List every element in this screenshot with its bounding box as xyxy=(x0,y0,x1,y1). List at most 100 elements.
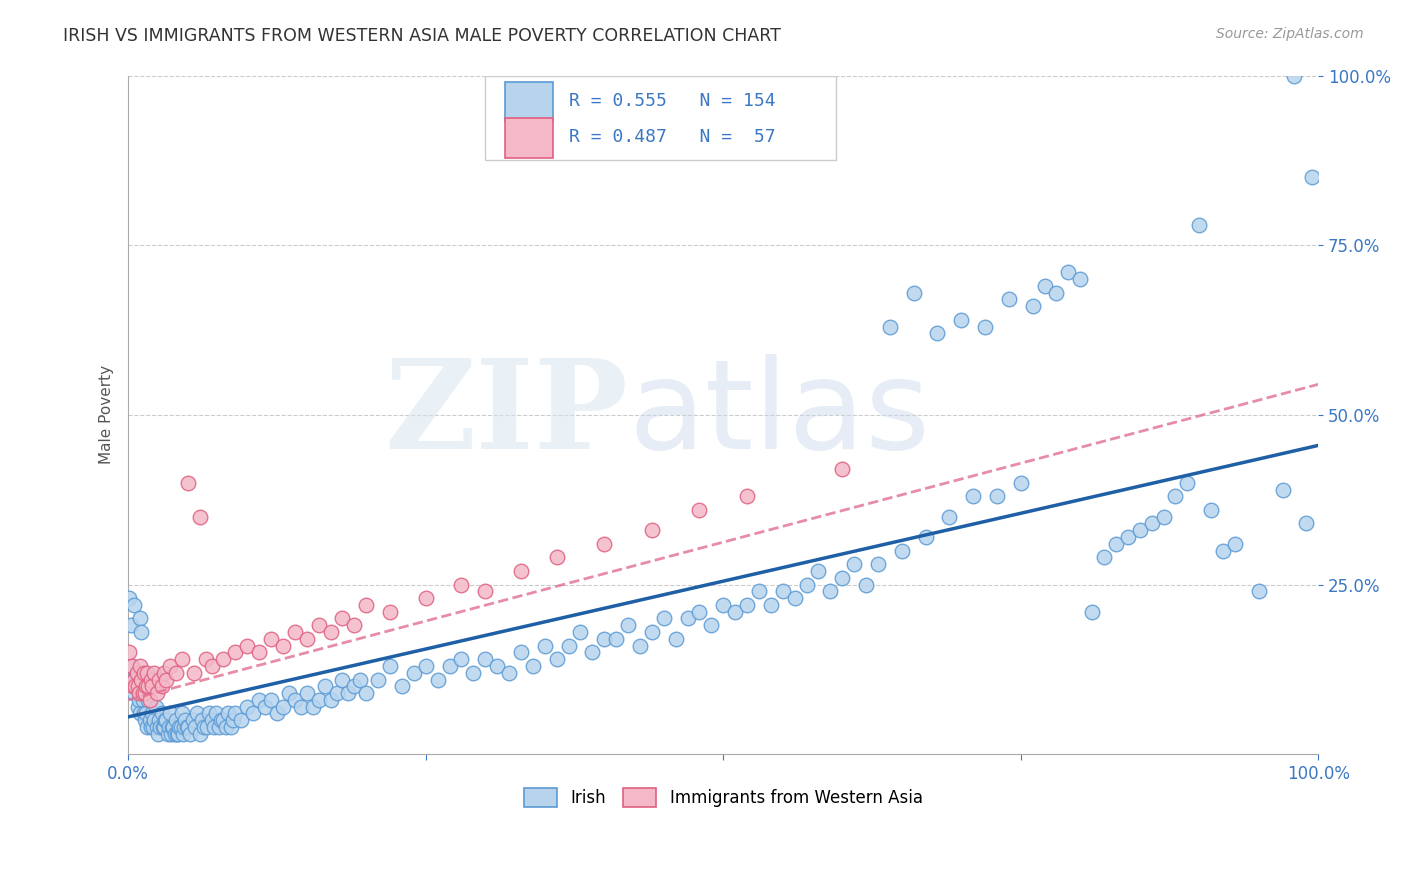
Point xyxy=(146,686,169,700)
Point xyxy=(174,713,197,727)
Point xyxy=(159,659,181,673)
Point xyxy=(165,665,187,680)
Point xyxy=(118,645,141,659)
Point xyxy=(181,713,204,727)
Point xyxy=(208,720,231,734)
Point xyxy=(569,625,592,640)
Point xyxy=(378,659,401,673)
Text: IRISH VS IMMIGRANTS FROM WESTERN ASIA MALE POVERTY CORRELATION CHART: IRISH VS IMMIGRANTS FROM WESTERN ASIA MA… xyxy=(63,27,782,45)
Point xyxy=(415,659,437,673)
Point xyxy=(1116,530,1139,544)
Text: atlas: atlas xyxy=(628,354,931,475)
Point xyxy=(124,679,146,693)
Point xyxy=(271,639,294,653)
Point xyxy=(172,727,194,741)
Point xyxy=(150,706,173,721)
Point xyxy=(343,618,366,632)
Point xyxy=(652,611,675,625)
Point xyxy=(260,632,283,646)
Point xyxy=(128,686,150,700)
Point xyxy=(343,679,366,693)
Point xyxy=(141,679,163,693)
Point xyxy=(378,605,401,619)
Point xyxy=(332,673,354,687)
Point xyxy=(167,727,190,741)
Point xyxy=(301,699,323,714)
Point xyxy=(129,611,152,625)
Point xyxy=(195,720,218,734)
Point xyxy=(319,693,342,707)
Point xyxy=(247,645,270,659)
Point xyxy=(1223,537,1246,551)
Point xyxy=(277,686,299,700)
Point xyxy=(807,564,830,578)
Point xyxy=(1177,475,1199,490)
Y-axis label: Male Poverty: Male Poverty xyxy=(100,366,114,465)
Point xyxy=(149,720,172,734)
Point xyxy=(145,699,167,714)
Point xyxy=(295,632,318,646)
Point xyxy=(1247,584,1270,599)
Point xyxy=(212,652,235,666)
Point xyxy=(198,706,221,721)
Point xyxy=(772,584,794,599)
Point xyxy=(1045,285,1067,300)
Point xyxy=(593,537,616,551)
Point xyxy=(1010,475,1032,490)
Point xyxy=(1164,489,1187,503)
Point xyxy=(122,686,145,700)
Point xyxy=(242,706,264,721)
Point xyxy=(486,659,509,673)
Point xyxy=(163,727,186,741)
Point xyxy=(349,673,371,687)
Point xyxy=(224,645,246,659)
Point xyxy=(1129,523,1152,537)
Point xyxy=(125,665,148,680)
Point xyxy=(162,720,184,734)
Point xyxy=(337,686,360,700)
FancyBboxPatch shape xyxy=(506,82,553,121)
Point xyxy=(153,713,176,727)
Point xyxy=(546,550,568,565)
Point xyxy=(1295,516,1317,531)
Point xyxy=(450,652,472,666)
Point xyxy=(474,584,496,599)
Point xyxy=(129,659,152,673)
Point xyxy=(247,693,270,707)
Point xyxy=(122,598,145,612)
Point xyxy=(711,598,734,612)
Point xyxy=(260,693,283,707)
Point xyxy=(153,720,176,734)
Point xyxy=(193,720,215,734)
Point xyxy=(132,665,155,680)
Point xyxy=(1092,550,1115,565)
Point xyxy=(533,639,555,653)
Point xyxy=(138,679,160,693)
Point xyxy=(131,673,153,687)
Point xyxy=(820,584,842,599)
Point xyxy=(474,652,496,666)
Point xyxy=(231,713,253,727)
Point xyxy=(162,720,184,734)
Point xyxy=(1199,503,1222,517)
Point xyxy=(188,727,211,741)
Point xyxy=(153,665,176,680)
Point xyxy=(121,659,143,673)
Point xyxy=(177,720,200,734)
Point xyxy=(183,665,205,680)
Point xyxy=(676,611,699,625)
Point xyxy=(1033,279,1056,293)
Point xyxy=(314,679,336,693)
Point xyxy=(236,699,259,714)
Point xyxy=(135,679,157,693)
Point xyxy=(831,462,853,476)
Point xyxy=(188,509,211,524)
Point xyxy=(143,665,166,680)
Point xyxy=(914,530,936,544)
Point xyxy=(200,713,222,727)
Point xyxy=(735,489,758,503)
Point xyxy=(157,720,180,734)
Point xyxy=(688,605,710,619)
Point xyxy=(463,665,485,680)
Point xyxy=(724,605,747,619)
